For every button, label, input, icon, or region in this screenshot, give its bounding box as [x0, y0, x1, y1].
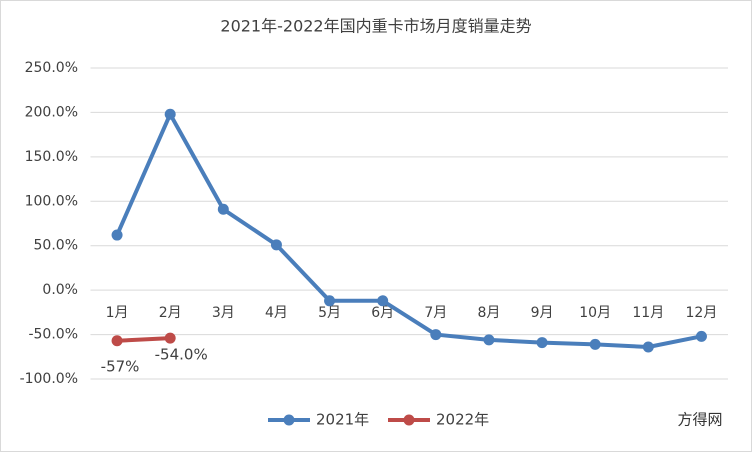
y-tick-label: 250.0% — [25, 60, 78, 76]
x-tick-label: 8月 — [477, 305, 500, 321]
x-tick-label: 3月 — [212, 305, 235, 321]
data-label: -57% — [101, 357, 140, 375]
data-point — [536, 337, 548, 349]
legend-marker — [403, 414, 415, 426]
series-line — [116, 336, 171, 343]
x-tick-label: 7月 — [424, 305, 447, 321]
chart-title: 2021年-2022年国内重卡市场月度销量走势 — [220, 17, 531, 36]
y-tick-label: 200.0% — [25, 104, 78, 120]
x-tick-label: 5月 — [318, 305, 341, 321]
x-tick-label: 10月 — [579, 305, 611, 321]
data-point — [164, 332, 176, 344]
watermark: 方得网 — [677, 411, 722, 429]
data-point — [642, 341, 654, 353]
data-point — [111, 229, 123, 241]
data-point — [217, 203, 229, 215]
data-label: -54.0% — [155, 346, 208, 364]
x-tick-label: 6月 — [371, 305, 394, 321]
data-point — [324, 295, 336, 307]
x-tick-label: 9月 — [531, 305, 554, 321]
y-tick-label: 0.0% — [42, 282, 78, 298]
series-line — [115, 112, 702, 350]
y-tick-label: -50.0% — [28, 327, 78, 343]
x-tick-label: 12月 — [686, 305, 718, 321]
y-tick-label: 150.0% — [25, 149, 78, 165]
x-tick-label: 4月 — [265, 305, 288, 321]
data-point — [695, 330, 707, 342]
data-point — [270, 239, 282, 251]
y-tick-label: 50.0% — [34, 238, 78, 254]
x-tick-label: 1月 — [106, 305, 129, 321]
legend-marker — [283, 414, 295, 426]
data-point — [111, 335, 123, 347]
legend-label: 2021年 — [316, 411, 369, 429]
data-point — [589, 338, 601, 350]
x-tick-label: 2月 — [159, 305, 182, 321]
x-tick-label: 11月 — [632, 305, 664, 321]
legend-label: 2022年 — [436, 411, 489, 429]
data-point — [377, 295, 389, 307]
y-tick-label: -100.0% — [20, 371, 78, 387]
y-tick-label: 100.0% — [25, 193, 78, 209]
data-point — [430, 329, 442, 341]
data-point — [164, 108, 176, 120]
data-point — [483, 334, 495, 346]
